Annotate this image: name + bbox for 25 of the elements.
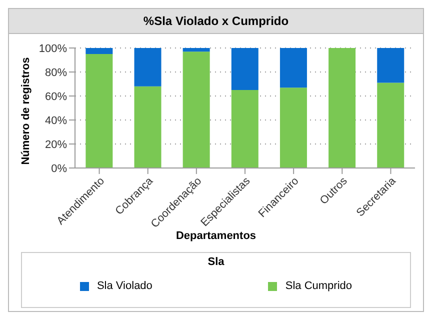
chart-title: %Sla Violado x Cumprido (9, 9, 423, 34)
bar (134, 48, 162, 86)
legend-label: Sla Violado (96, 280, 152, 292)
bar (86, 48, 113, 54)
legend-label: Sla Cumprido (285, 280, 352, 292)
bar (280, 48, 307, 88)
y-tick-label: 0% (51, 162, 68, 175)
bar (231, 48, 258, 90)
bar (328, 48, 356, 168)
y-axis-title: Número de registros (20, 57, 32, 165)
y-tick-label: 80% (44, 66, 68, 79)
bar (182, 48, 210, 52)
y-tick-label: 100% (38, 42, 68, 55)
bar (134, 86, 162, 168)
bar (231, 90, 258, 168)
y-tick-label: 20% (44, 138, 68, 151)
bar (86, 54, 113, 168)
bar (280, 88, 307, 168)
x-axis-title: Departamentos (174, 230, 258, 242)
legend-title: Sla (206, 256, 226, 268)
bar (377, 48, 404, 83)
y-tick-label: 40% (44, 114, 68, 127)
bar (182, 52, 210, 168)
bar (377, 82, 404, 168)
y-tick-label: 60% (44, 90, 68, 103)
